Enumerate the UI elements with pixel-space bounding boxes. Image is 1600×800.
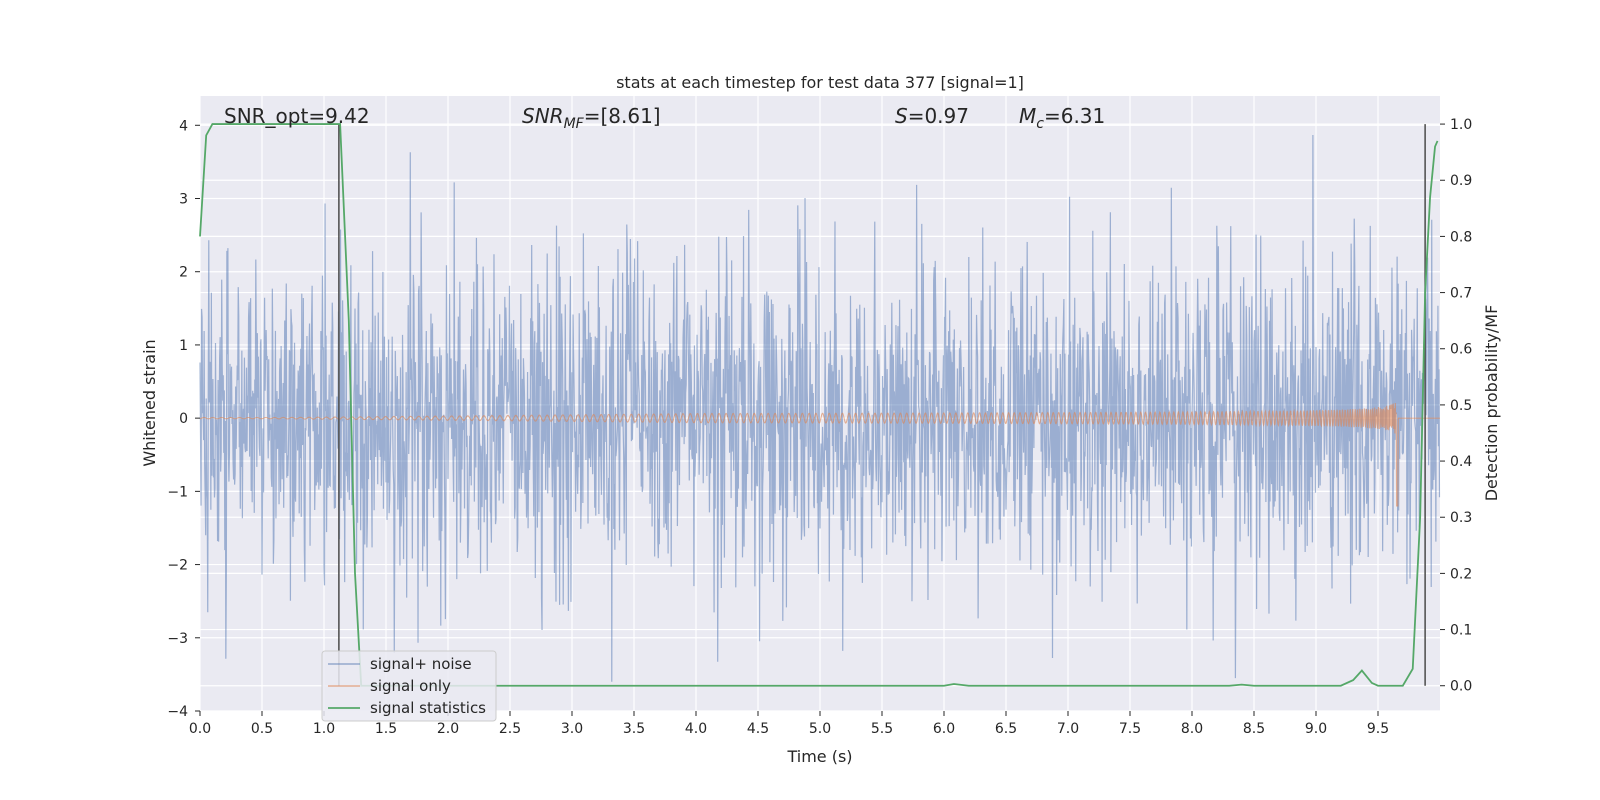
x-tick-label: 5.5 — [871, 721, 893, 737]
right-y-tick-label: 0.6 — [1450, 342, 1472, 358]
chart-title: stats at each timestep for test data 377… — [616, 73, 1024, 92]
left-y-axis-label: Whitened strain — [140, 339, 159, 466]
mc-annotation: Mc=6.31 — [1019, 104, 1105, 132]
left-y-tick-label: −4 — [167, 704, 188, 720]
left-y-axis-ticks: −4 −3 −2 −1 0 1 2 3 4 — [167, 118, 200, 720]
right-y-tick-label: 0.1 — [1450, 623, 1472, 639]
series-signal-only-line — [199, 403, 1440, 507]
signal-statistics-series — [199, 123, 1439, 687]
s-value: =0.97 — [908, 104, 969, 128]
signal-only-series — [199, 403, 1440, 507]
x-tick-label: 0.5 — [251, 721, 273, 737]
s-var: S — [895, 104, 908, 128]
mc-value: =6.31 — [1044, 104, 1105, 128]
x-tick-label: 6.0 — [933, 721, 955, 737]
right-y-tick-label: 0.4 — [1450, 454, 1472, 470]
legend: signal+ noise signal only signal statist… — [321, 650, 497, 722]
x-tick-label: 4.5 — [747, 721, 769, 737]
left-y-tick-label: −2 — [167, 558, 188, 574]
right-y-axis-ticks: 0.0 0.1 0.2 0.3 0.4 0.5 0.6 0.7 0.8 0.9 1.0 — [1440, 117, 1472, 695]
x-tick-label: 4.0 — [685, 721, 707, 737]
x-tick-label: 2.5 — [499, 721, 521, 737]
mc-sub: c — [1036, 116, 1044, 132]
x-tick-label: 6.5 — [995, 721, 1017, 737]
x-axis-label: Time (s) — [786, 747, 852, 766]
series-signal-statistics-line — [199, 123, 1439, 687]
signal-plus-noise-series — [199, 134, 1441, 682]
x-tick-label: 1.5 — [375, 721, 397, 737]
legend-label-signal-plus-noise: signal+ noise — [370, 655, 472, 673]
right-y-tick-label: 0.7 — [1450, 286, 1472, 302]
series-signal-plus-noise-line — [199, 134, 1441, 682]
snr-mf-sub: MF — [564, 116, 585, 132]
right-y-tick-label: 1.0 — [1450, 117, 1472, 133]
x-tick-label: 3.0 — [561, 721, 583, 737]
right-y-tick-label: 0.0 — [1450, 679, 1472, 695]
legend-label-signal-only: signal only — [370, 677, 451, 695]
left-y-tick-label: 0 — [179, 411, 188, 427]
x-tick-label: 7.5 — [1119, 721, 1141, 737]
x-axis-ticks: 0.0 0.5 1.0 1.5 2.0 2.5 3.0 3.5 4.0 4.5 5.0 5.5 6.0 6… — [189, 711, 1389, 737]
left-y-tick-label: 1 — [179, 338, 188, 354]
x-tick-label: 3.5 — [623, 721, 645, 737]
left-y-tick-label: −1 — [167, 484, 188, 500]
left-y-tick-label: 2 — [179, 265, 188, 281]
snr-mf-annotation: SNRMF=[8.61] — [522, 104, 661, 132]
snr-opt-annotation: SNR_opt=9.42 — [224, 104, 370, 128]
left-y-tick-label: 3 — [179, 192, 188, 208]
x-tick-label: 7.0 — [1057, 721, 1079, 737]
left-y-tick-label: 4 — [179, 118, 188, 134]
mc-var: M — [1019, 104, 1036, 128]
x-tick-label: 1.0 — [313, 721, 335, 737]
x-tick-label: 9.0 — [1305, 721, 1327, 737]
marker-vertical-lines — [338, 124, 1426, 686]
x-tick-label: 9.5 — [1367, 721, 1389, 737]
legend-box — [321, 650, 497, 722]
right-y-tick-label: 0.2 — [1450, 566, 1472, 582]
snr-mf-var: SNR — [522, 104, 564, 128]
snr-mf-value: =[8.61] — [584, 104, 661, 128]
left-y-tick-label: −3 — [167, 631, 188, 647]
x-tick-label: 8.5 — [1243, 721, 1265, 737]
legend-label-signal-statistics: signal statistics — [370, 699, 486, 717]
right-y-tick-label: 0.5 — [1450, 398, 1472, 414]
s-annotation: S=0.97 — [895, 104, 969, 128]
right-y-tick-label: 0.3 — [1450, 510, 1472, 526]
x-tick-label: 0.0 — [189, 721, 211, 737]
x-tick-label: 5.0 — [809, 721, 831, 737]
x-tick-label: 2.0 — [437, 721, 459, 737]
right-y-tick-label: 0.8 — [1450, 229, 1472, 245]
right-y-axis-label: Detection probability/MF — [1482, 305, 1501, 502]
x-tick-label: 8.0 — [1181, 721, 1203, 737]
right-y-tick-label: 0.9 — [1450, 173, 1472, 189]
